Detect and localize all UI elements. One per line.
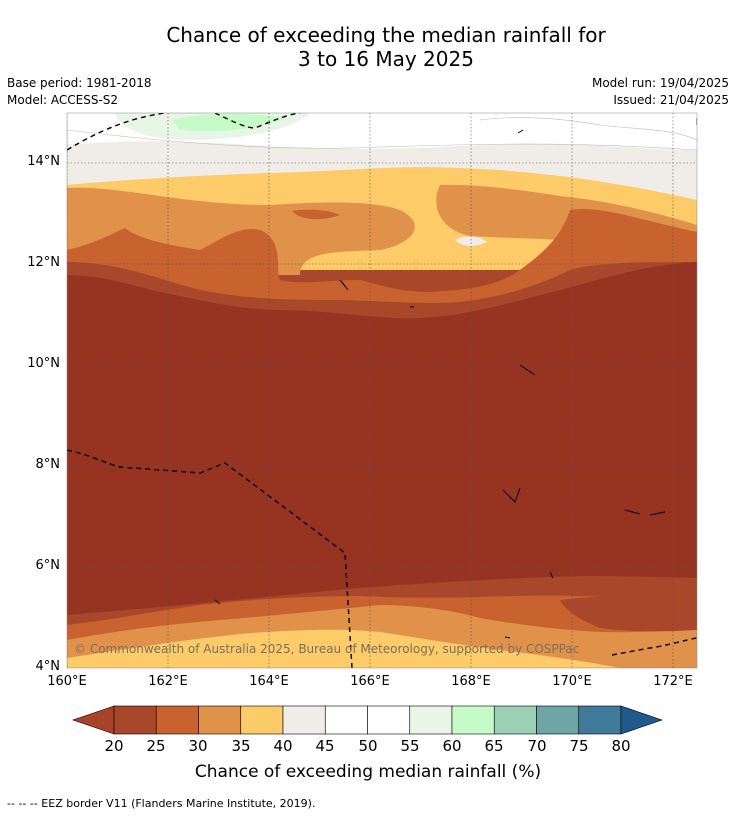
rainfall-map — [66, 112, 698, 669]
gridlines — [67, 113, 697, 668]
lat-label-4n: 4°N — [35, 659, 61, 674]
lat-label-8n: 8°N — [35, 457, 61, 472]
colorbar-swatch-70 — [536, 705, 580, 735]
colorbar-swatch-25 — [155, 705, 199, 735]
colorbar-tick-45: 45 — [315, 737, 335, 755]
copyright-notice: © Commonwealth of Australia 2025, Bureau… — [74, 642, 580, 656]
zone-60-north — [172, 113, 285, 132]
colorbar-swatch-35 — [240, 705, 284, 735]
colorbar-tick-60: 60 — [442, 737, 462, 755]
colorbar-swatch-75 — [578, 705, 622, 735]
contour-line — [479, 117, 697, 141]
lon-label-162e: 162°E — [148, 674, 188, 689]
colorbar-swatch-30 — [198, 705, 242, 735]
eez-border — [67, 113, 697, 668]
zone-40-south — [67, 629, 620, 668]
islands — [214, 118, 697, 639]
colorbar-tick-20: 20 — [104, 737, 124, 755]
eez-footnote: -- -- -- EEZ border V11 (Flanders Marine… — [7, 797, 316, 810]
colorbar-tick-75: 75 — [569, 737, 589, 755]
colorbar-over-arrow — [620, 705, 663, 735]
colorbar-tick-40: 40 — [273, 737, 293, 755]
colorbar-tick-25: 25 — [146, 737, 166, 755]
colorbar-swatch-55 — [409, 705, 453, 735]
lat-label-10n: 10°N — [27, 356, 60, 371]
colorbar-swatch-65 — [493, 705, 537, 735]
colorbar-tick-55: 55 — [400, 737, 420, 755]
lon-label-170e: 170°E — [552, 674, 592, 689]
colorbar-tick-30: 30 — [188, 737, 208, 755]
issued-date: Issued: 21/04/2025 — [613, 93, 729, 107]
colorbar-swatch-20 — [113, 705, 157, 735]
colorbar-under-arrow — [72, 705, 115, 735]
lat-label-6n: 6°N — [35, 558, 61, 573]
lat-label-14n: 14°N — [27, 154, 60, 169]
lat-label-12n: 12°N — [27, 255, 60, 270]
base-period: Base period: 1981-2018 — [7, 76, 152, 90]
lon-label-164e: 164°E — [249, 674, 289, 689]
colorbar-tick-80: 80 — [611, 737, 631, 755]
lon-label-168e: 168°E — [451, 674, 491, 689]
colorbar-title: Chance of exceeding median rainfall (%) — [194, 762, 542, 782]
zone-20-central — [67, 262, 697, 615]
colorbar-tick-35: 35 — [231, 737, 251, 755]
colorbar-swatch-60 — [451, 705, 495, 735]
lon-label-166e: 166°E — [350, 674, 390, 689]
zone-45-spot — [455, 236, 487, 246]
colorbar-tick-50: 50 — [358, 737, 378, 755]
colorbar-swatch-40 — [282, 705, 326, 735]
colorbar-swatch-50 — [367, 705, 411, 735]
colorbar-tick-65: 65 — [484, 737, 504, 755]
zone-30-spot — [292, 209, 340, 220]
model-name: Model: ACCESS-S2 — [7, 93, 119, 107]
zone-25-south-east — [560, 595, 697, 632]
colorbar-tick-70: 70 — [527, 737, 547, 755]
lon-label-172e: 172°E — [653, 674, 693, 689]
model-run-date: Model run: 19/04/2025 — [591, 76, 729, 90]
lon-label-160e: 160°E — [47, 674, 87, 689]
map-title-line2: 3 to 16 May 2025 — [298, 47, 474, 71]
map-title-line1: Chance of exceeding the median rainfall … — [166, 23, 606, 47]
contour-line — [67, 129, 697, 151]
colorbar-swatch-45 — [324, 705, 368, 735]
